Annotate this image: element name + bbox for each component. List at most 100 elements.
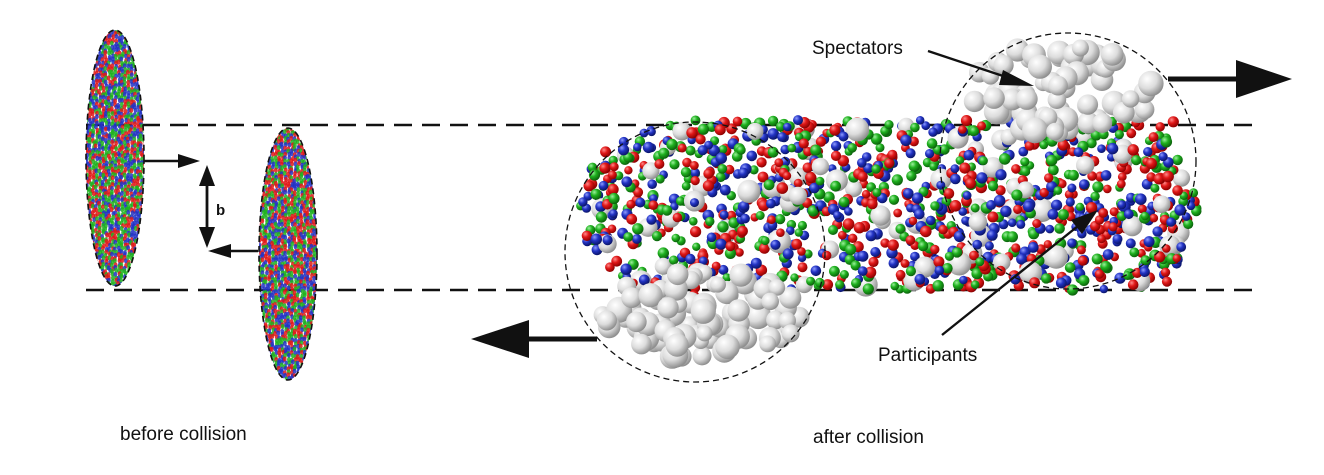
participant-quark: [925, 215, 936, 226]
participant-nucleon: [654, 257, 672, 275]
quark-dot: [127, 275, 132, 281]
quark-dot: [130, 281, 135, 286]
quark-dot: [299, 205, 304, 211]
participant-quark: [1007, 231, 1018, 243]
quark-dot: [306, 375, 311, 380]
quark-dot: [86, 242, 90, 248]
quark-dot: [312, 171, 317, 178]
spectators-pointer: [927, 49, 1034, 86]
quark-dot: [94, 49, 98, 56]
quark-dot: [86, 258, 90, 264]
quark-dot: [259, 316, 262, 322]
quark-dot: [109, 206, 114, 213]
quark-dot: [263, 279, 268, 285]
quark-dot: [297, 151, 301, 157]
spectator-nucleon: [1015, 88, 1038, 110]
quark-dot: [315, 362, 317, 368]
quark-dot: [138, 277, 143, 283]
quark-dot: [94, 105, 99, 111]
quark-dot: [293, 157, 298, 163]
quark-dot: [280, 199, 285, 205]
spectator-nucleon: [727, 299, 750, 322]
quark-dot: [86, 238, 90, 244]
quark-dot: [135, 46, 140, 52]
participant-quark: [1016, 219, 1026, 229]
spectator-nucleon: [1077, 94, 1099, 115]
participant-quark: [607, 170, 617, 180]
spectator-nucleon: [1047, 90, 1067, 109]
quark-dot: [264, 363, 269, 369]
participant-quark: [1077, 255, 1088, 266]
participant-quark: [905, 148, 916, 159]
spectators-label: Spectators: [812, 38, 903, 59]
quark-dot: [262, 353, 266, 359]
participant-quark: [735, 248, 744, 257]
quark-dot: [315, 196, 317, 203]
quark-dot: [117, 50, 122, 56]
quark-dot: [86, 30, 90, 34]
quark-dot: [293, 173, 297, 179]
quark-dot: [315, 322, 317, 328]
participant-quark: [617, 144, 630, 156]
quark-dot: [259, 375, 262, 380]
quark-dot: [86, 95, 89, 101]
participant-quark: [864, 266, 877, 279]
quark-dot: [86, 34, 90, 40]
quark-dot: [97, 281, 101, 286]
quark-dot: [273, 167, 278, 173]
participant-quark: [717, 221, 729, 233]
quark-dot: [311, 376, 316, 380]
participant-quark: [609, 209, 618, 219]
participant-quark: [933, 256, 945, 268]
quark-dot: [119, 249, 124, 255]
quark-dot: [273, 206, 277, 212]
quark-dot: [268, 186, 272, 192]
participant-quark: [649, 194, 658, 203]
quark-dot: [314, 327, 317, 333]
quark-dot: [143, 99, 144, 106]
quark-dot: [137, 271, 141, 277]
participant-quark: [632, 234, 642, 244]
quark-dot: [309, 362, 314, 368]
participant-quark: [732, 116, 743, 127]
participant-quark: [755, 211, 765, 220]
quark-dot: [260, 130, 265, 136]
participant-quark: [1066, 284, 1079, 296]
quark-dot: [142, 89, 144, 96]
quark-dot: [101, 130, 105, 136]
spectator-nucleon: [631, 333, 652, 355]
participant-nucleon: [811, 157, 830, 176]
quark-dot: [104, 172, 109, 178]
quark-dot: [103, 283, 108, 286]
quark-dot: [267, 179, 271, 186]
quark-dot: [313, 139, 317, 145]
quark-dot: [311, 257, 316, 263]
quark-dot: [97, 220, 102, 226]
quark-dot: [259, 351, 262, 357]
quark-dot: [104, 43, 108, 50]
participant-quark: [793, 178, 803, 188]
quark-dot: [101, 30, 106, 33]
quark-dot: [143, 277, 144, 283]
participant-quark: [750, 257, 762, 269]
quark-dot: [114, 127, 118, 133]
quark-dot: [259, 145, 263, 151]
quark-dot: [271, 314, 275, 321]
quark-dot: [312, 152, 317, 158]
participant-quark: [681, 181, 691, 191]
quark-dot: [259, 330, 262, 336]
quark-dot: [286, 295, 291, 301]
participant-quark: [1057, 179, 1067, 189]
quark-dot: [90, 255, 95, 261]
participant-quark: [1087, 171, 1097, 181]
participant-quark: [797, 253, 807, 263]
participant-quark: [838, 131, 849, 142]
participant-quark: [921, 121, 931, 131]
quark-dot: [130, 31, 135, 37]
quark-dot: [133, 181, 138, 187]
participant-quark: [632, 223, 644, 235]
quark-dot: [306, 356, 311, 362]
quark-dot: [94, 35, 98, 41]
participant-quark: [724, 164, 735, 175]
quark-dot: [91, 229, 95, 235]
